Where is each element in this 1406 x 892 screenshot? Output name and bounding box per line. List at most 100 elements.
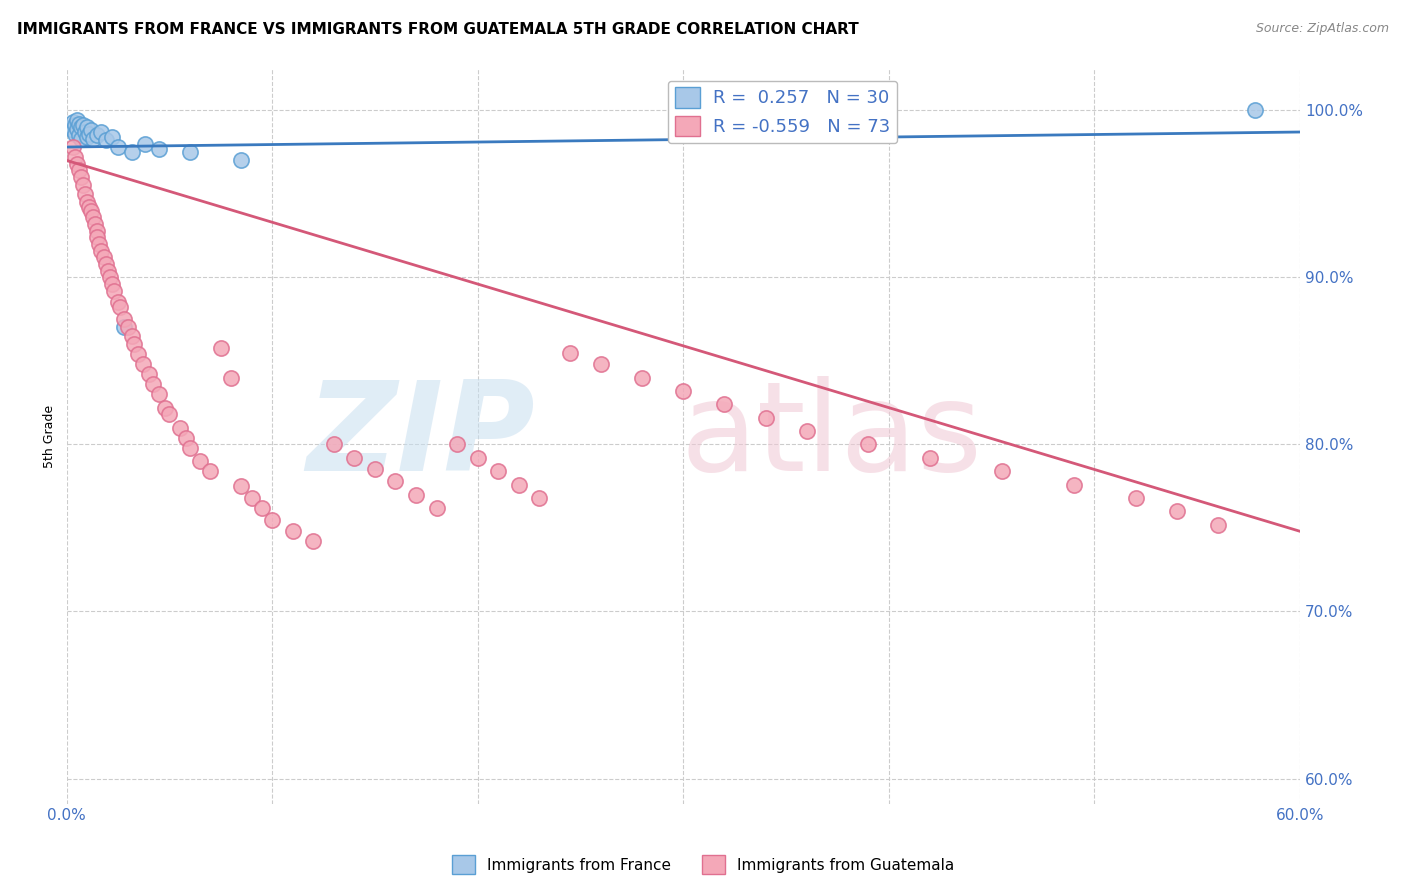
- Point: [63, 118, 86, 132]
- Point: [66, 157, 89, 171]
- Point: [121, 328, 143, 343]
- Text: ZIP: ZIP: [307, 376, 536, 497]
- Point: [918, 450, 941, 465]
- Point: [426, 500, 449, 515]
- Point: [322, 437, 344, 451]
- Point: [80, 123, 103, 137]
- Point: [302, 534, 325, 549]
- Point: [77, 127, 100, 141]
- Point: [343, 450, 366, 465]
- Point: [108, 301, 131, 315]
- Point: [142, 377, 165, 392]
- Point: [134, 136, 156, 151]
- Point: [94, 133, 117, 147]
- Point: [112, 312, 135, 326]
- Point: [200, 464, 222, 478]
- Point: [82, 211, 104, 225]
- Point: [631, 370, 654, 384]
- Point: [90, 125, 112, 139]
- Point: [529, 491, 551, 505]
- Point: [384, 474, 406, 488]
- Point: [103, 284, 125, 298]
- Point: [262, 513, 284, 527]
- Point: [446, 437, 468, 451]
- Point: [281, 524, 304, 539]
- Point: [89, 236, 111, 251]
- Point: [405, 487, 427, 501]
- Point: [240, 491, 263, 505]
- Legend: Immigrants from France, Immigrants from Guatemala: Immigrants from France, Immigrants from …: [446, 849, 960, 880]
- Point: [98, 270, 121, 285]
- Point: [157, 408, 180, 422]
- Point: [62, 115, 84, 129]
- Point: [121, 145, 143, 159]
- Point: [62, 123, 84, 137]
- Point: [73, 186, 96, 201]
- Point: [97, 263, 120, 277]
- Point: [94, 257, 117, 271]
- Point: [107, 295, 129, 310]
- Point: [70, 170, 93, 185]
- Point: [63, 150, 86, 164]
- Point: [169, 421, 191, 435]
- Point: [72, 118, 94, 132]
- Point: [486, 464, 509, 478]
- Y-axis label: 5th Grade: 5th Grade: [44, 404, 56, 467]
- Point: [59, 120, 82, 134]
- Point: [179, 145, 201, 159]
- Point: [560, 345, 582, 359]
- Point: [76, 130, 98, 145]
- Text: IMMIGRANTS FROM FRANCE VS IMMIGRANTS FROM GUATEMALA 5TH GRADE CORRELATION CHART: IMMIGRANTS FROM FRANCE VS IMMIGRANTS FRO…: [17, 22, 859, 37]
- Point: [364, 462, 387, 476]
- Point: [858, 437, 880, 451]
- Point: [796, 424, 818, 438]
- Point: [188, 454, 211, 468]
- Point: [209, 341, 232, 355]
- Point: [67, 117, 90, 131]
- Point: [1166, 504, 1188, 518]
- Point: [131, 357, 153, 371]
- Point: [117, 320, 139, 334]
- Point: [219, 370, 242, 384]
- Point: [67, 128, 90, 143]
- Point: [1125, 491, 1147, 505]
- Point: [66, 113, 89, 128]
- Point: [100, 130, 122, 145]
- Text: Source: ZipAtlas.com: Source: ZipAtlas.com: [1256, 22, 1389, 36]
- Point: [1063, 477, 1085, 491]
- Point: [90, 244, 112, 258]
- Point: [84, 217, 107, 231]
- Text: atlas: atlas: [681, 376, 983, 497]
- Point: [589, 357, 612, 371]
- Point: [124, 337, 146, 351]
- Point: [76, 120, 98, 134]
- Point: [72, 178, 94, 193]
- Point: [73, 125, 96, 139]
- Point: [63, 127, 86, 141]
- Point: [148, 142, 170, 156]
- Point: [86, 128, 108, 143]
- Point: [155, 401, 177, 415]
- Point: [93, 250, 115, 264]
- Point: [508, 477, 530, 491]
- Point: [231, 479, 253, 493]
- Point: [713, 397, 735, 411]
- Point: [138, 368, 160, 382]
- Point: [67, 163, 90, 178]
- Point: [80, 203, 103, 218]
- Point: [1206, 517, 1229, 532]
- Point: [1243, 103, 1265, 118]
- Point: [467, 450, 489, 465]
- Point: [86, 223, 108, 237]
- Point: [672, 384, 695, 398]
- Point: [148, 387, 170, 401]
- Point: [991, 464, 1014, 478]
- Point: [250, 500, 273, 515]
- Point: [107, 140, 129, 154]
- Point: [66, 121, 89, 136]
- Point: [86, 230, 108, 244]
- Point: [100, 277, 122, 291]
- Point: [754, 410, 776, 425]
- Point: [70, 120, 93, 134]
- Point: [179, 441, 201, 455]
